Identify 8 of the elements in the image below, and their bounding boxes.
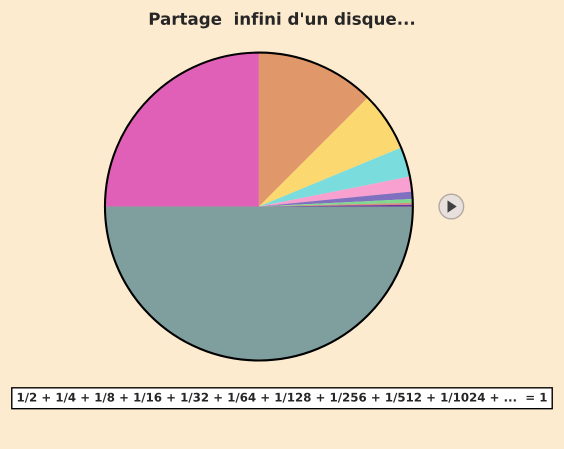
pie-slice xyxy=(258,52,368,207)
pie-slice xyxy=(258,176,412,207)
pie-slice xyxy=(104,206,413,360)
pie-slice xyxy=(258,98,402,207)
chart-title: Partage infini d'un disque... xyxy=(150,12,414,28)
pie-slice xyxy=(258,148,410,207)
text: 1/2 + 1/4 + 1/8 + 1/16 + 1/32 + 1/64 + 1/128 + 1/256 + 1/512 + 1/1024 + ... = 1 xyxy=(18,392,547,403)
pie-slice xyxy=(104,52,259,207)
